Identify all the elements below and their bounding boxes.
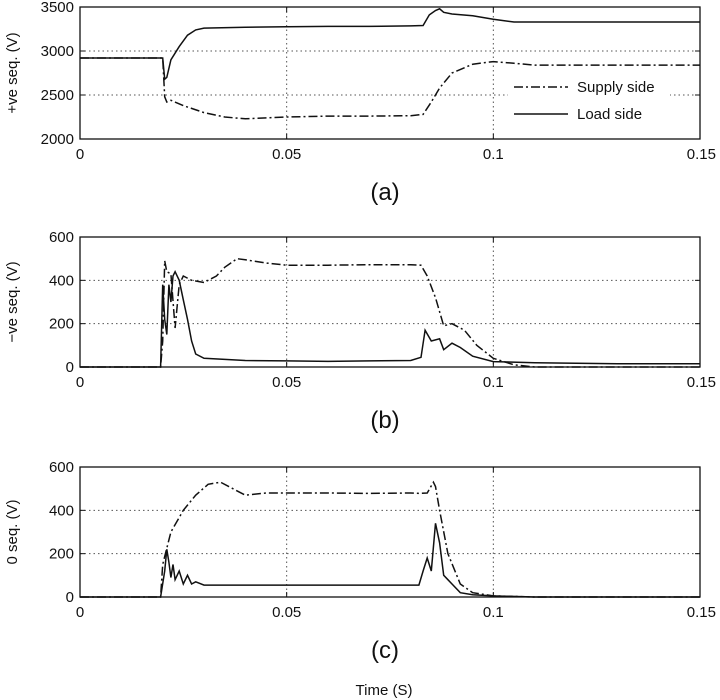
x-tick-label: 0 [76, 374, 84, 391]
y-axis-label: −ve seq. (V) [4, 261, 21, 342]
y-tick-label: 3500 [41, 0, 74, 16]
x-axis-label: Time (S) [356, 682, 413, 699]
panel-caption: (b) [370, 407, 399, 434]
plot-frame [79, 466, 701, 598]
series-load-side [80, 269, 700, 368]
x-tick-label: 0.1 [483, 146, 504, 163]
y-tick-label: 2000 [41, 131, 74, 148]
panel-caption: (a) [370, 179, 399, 206]
y-tick-label: 0 [66, 589, 74, 606]
plot-frame [79, 6, 701, 140]
y-axis-label: 0 seq. (V) [4, 499, 21, 564]
y-tick-label: 600 [49, 459, 74, 476]
x-tick-label: 0.15 [687, 146, 716, 163]
legend-label: Load side [577, 106, 642, 123]
x-tick-label: 0.15 [687, 604, 716, 621]
y-tick-label: 600 [49, 229, 74, 246]
series-supply-side [80, 480, 700, 598]
panel-caption: (c) [371, 637, 399, 664]
x-tick-label: 0 [76, 604, 84, 621]
legend-box [508, 72, 670, 132]
y-tick-label: 400 [49, 272, 74, 289]
y-tick-label: 400 [49, 502, 74, 519]
y-tick-label: 3000 [41, 43, 74, 60]
y-axis-label: +ve seq. (V) [4, 32, 21, 113]
y-tick-label: 0 [66, 359, 74, 376]
chart-panel-3: 0 0.05 0.1 0.15 0 200 400 600 0 seq. (V) (c) [4, 459, 716, 664]
x-tick-label: 0 [76, 146, 84, 163]
chart-panel-2: 0 0.05 0.1 0.15 0 200 400 600 −ve seq. (V) (b) [4, 229, 716, 434]
chart-panel-1: 0 0.05 0.1 0.15 2000 2500 3000 3500 +ve seq. (V)… [4, 0, 716, 206]
series-load-side [80, 523, 700, 598]
legend: Supply side Load side [508, 72, 670, 132]
x-tick-label: 0.05 [272, 604, 301, 621]
plot-frame [79, 236, 701, 368]
x-tick-label: 0.05 [272, 146, 301, 163]
series-load-side [80, 7, 700, 81]
y-tick-label: 2500 [41, 87, 74, 104]
y-tick-label: 200 [49, 316, 74, 333]
x-tick-label: 0.1 [483, 374, 504, 391]
x-tick-label: 0.05 [272, 374, 301, 391]
legend-label: Supply side [577, 79, 655, 96]
x-tick-label: 0.1 [483, 604, 504, 621]
y-tick-label: 200 [49, 546, 74, 563]
x-tick-label: 0.15 [687, 374, 716, 391]
